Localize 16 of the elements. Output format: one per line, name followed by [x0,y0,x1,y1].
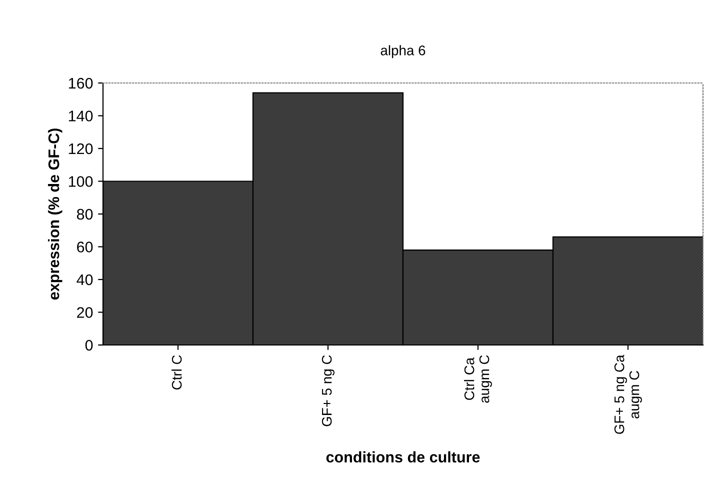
y-axis-title: expression (% de GF-C) [48,128,62,300]
y-tick-label: 0 [85,340,93,351]
y-tick-label: 120 [68,143,93,154]
x-tick-label: GF+ 5 ng Ca augm C [614,354,642,434]
y-tick-label: 140 [68,110,93,122]
y-tick-label: 40 [76,274,93,286]
y-tick-label: 80 [76,208,93,220]
y-tick-label: 100 [68,176,93,187]
x-tick-label: Ctrl C [172,355,182,390]
x-tick-label: GF+ 5 ng C [322,355,334,426]
chart-title: alpha 6 [380,45,426,58]
x-axis-title: conditions de culture [326,451,480,463]
y-tick-label: 60 [77,242,93,252]
y-tick-label: 160 [68,78,93,89]
x-tick-label: Ctrl Ca augm C [464,355,492,403]
y-tick-label: 20 [77,307,93,318]
